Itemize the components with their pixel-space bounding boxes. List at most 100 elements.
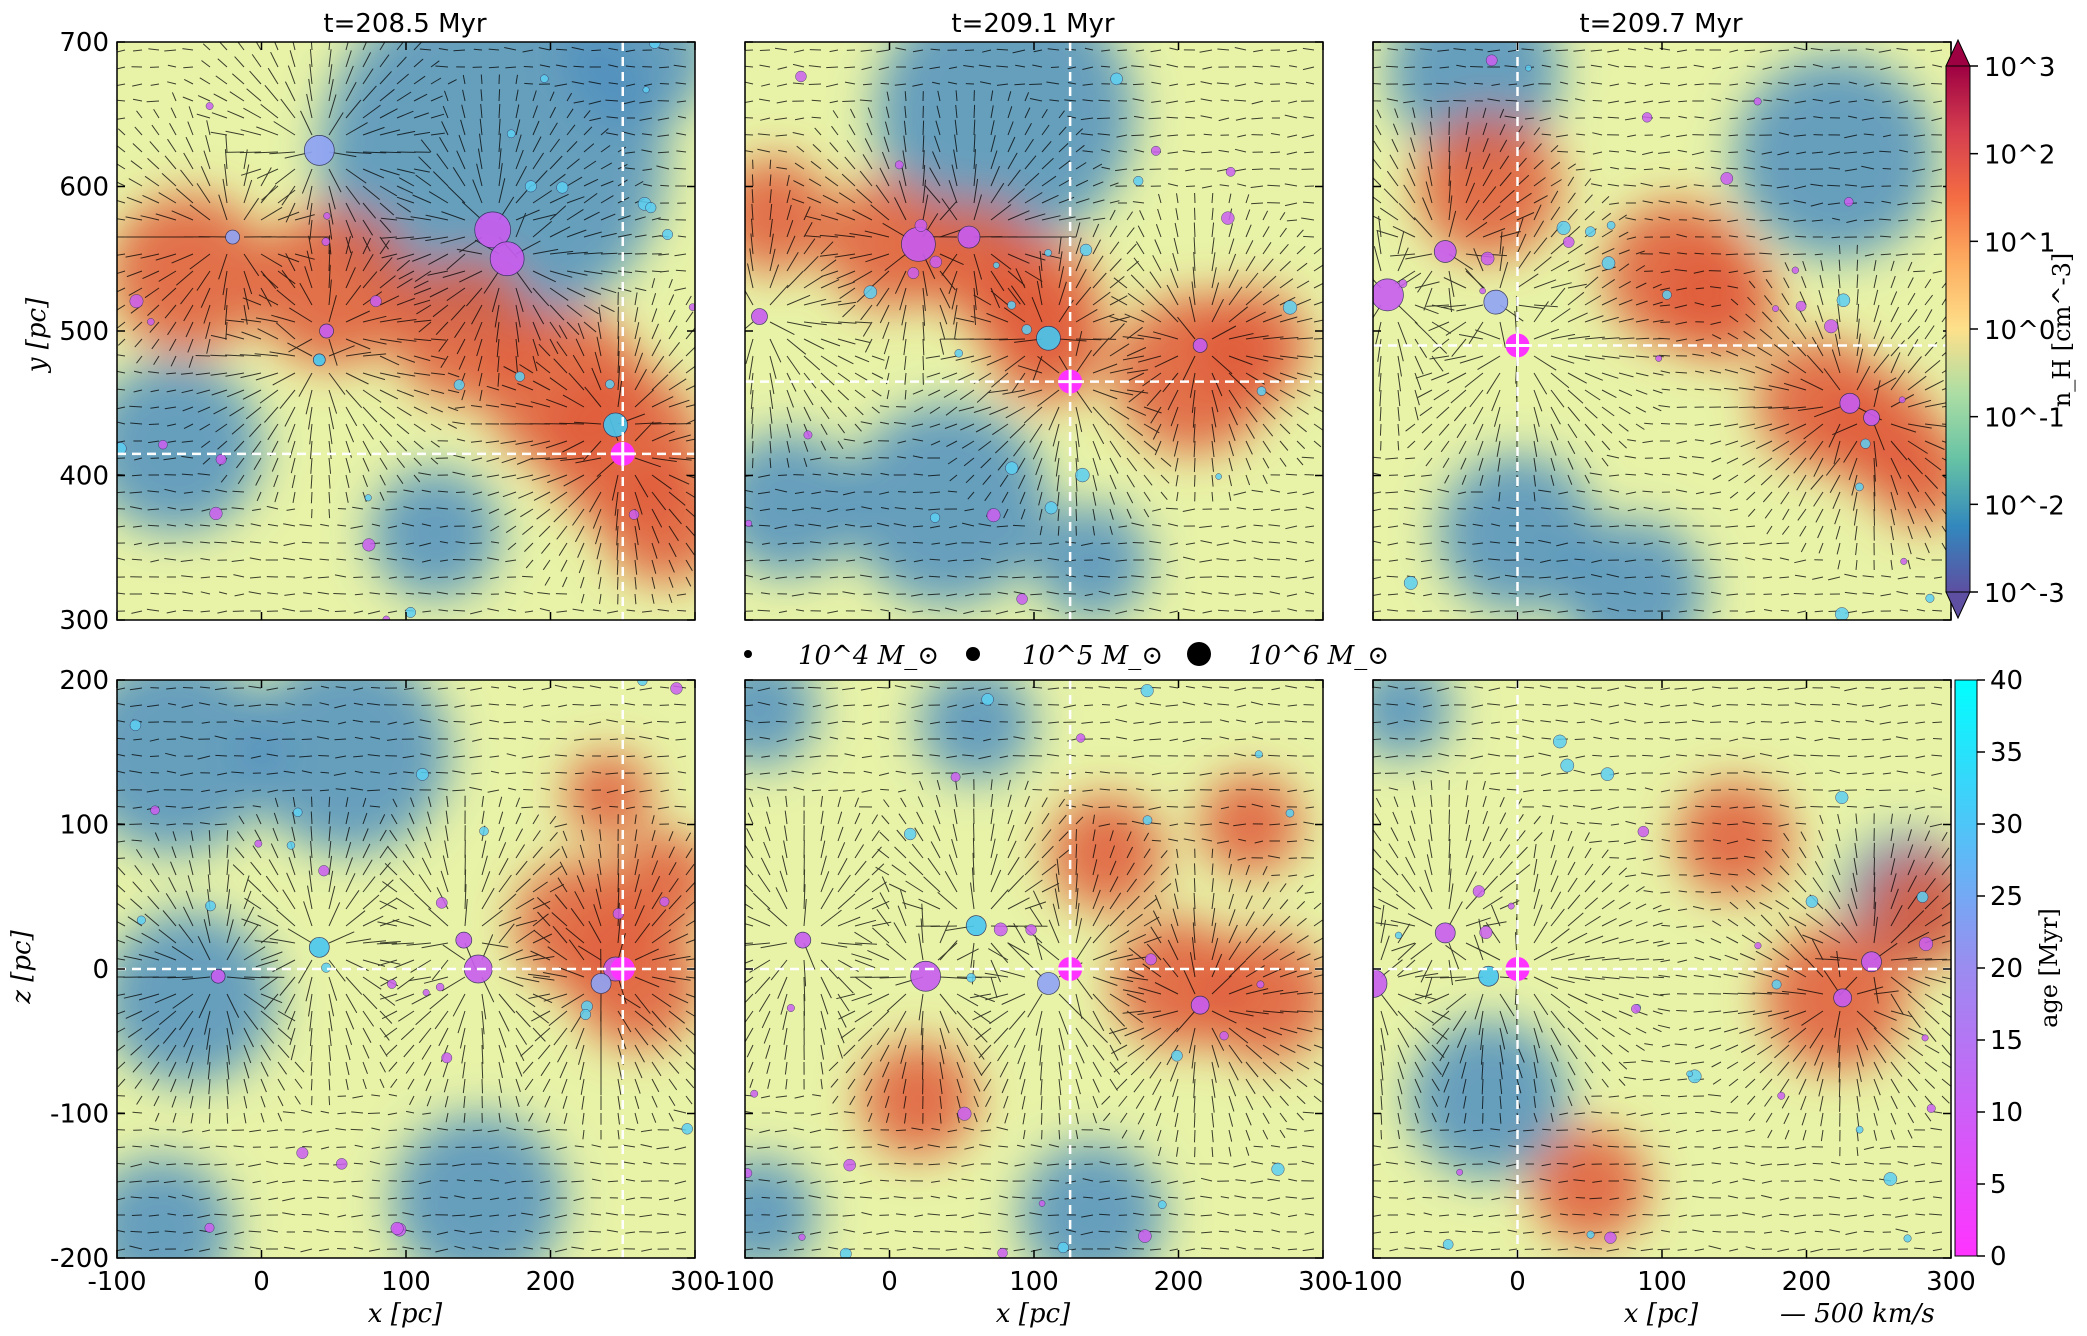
star-particle [670,682,683,695]
star-particle [1772,305,1779,312]
star-particle [863,285,878,299]
star-particle [209,506,223,521]
velocity-scale-label: — 500 km/s [1780,1299,1935,1329]
star-particle [1075,467,1090,483]
star-particle [1836,293,1851,308]
star-particle [1016,593,1028,605]
star-particle [318,865,330,877]
star-particle [540,74,549,83]
y-axis-label-bottom: z [pc] [7,929,37,1004]
star-particle [1720,172,1734,185]
star-particle [506,129,516,139]
star-particle [1835,790,1849,805]
star-particle [649,42,661,49]
age-tick-label: 5 [1990,1170,2007,1200]
star-particle [662,229,673,240]
star-particle [524,180,537,193]
star-particle [364,494,372,502]
high-density-region [564,752,652,839]
star-particle [1144,953,1157,966]
star-particle [950,772,961,782]
star-cluster [308,936,330,958]
panel-1: 300 400 500 600 700 [59,28,696,636]
star-particle [1585,226,1596,238]
panel-3 [1372,41,1952,621]
y-tick-label: -100 [50,1100,109,1130]
star-cluster [965,915,987,937]
star-particle [681,1123,693,1135]
mass-legend-marker-1e4 [744,650,752,658]
star-particle [1586,1230,1595,1239]
density-colorbar: 10^-3 10^-2 10^-1 10^0 10^1 10^2 10^3 n_H [cm^… [1945,38,2076,620]
star-particle [1753,97,1762,106]
y-tick-label: 700 [59,28,109,58]
star-particle [1900,557,1908,565]
high-density-region [601,453,695,584]
star-particle [1560,758,1575,773]
star-particle [129,719,142,732]
star-cluster [1037,972,1060,995]
star-particle [966,973,976,983]
mass-legend-label-1e4: 10^4 M_⊙ [798,641,939,671]
low-density-region [1438,453,1597,613]
star-particle [795,70,807,83]
x-tick-label: -100 [87,1267,146,1297]
star-particle [1604,1231,1617,1244]
star-particle [1007,300,1017,310]
star-particle [688,303,695,311]
low-density-region [369,468,500,599]
star-particle [1219,1031,1229,1041]
x-tick-label: 100 [1637,1267,1687,1297]
star-particle [1133,175,1144,186]
star-particle [147,318,155,326]
star-particle [637,680,648,686]
y-tick-label: 300 [59,606,109,636]
y-tick-label: -200 [50,1244,109,1274]
star-particle [580,1009,592,1020]
star-particle [390,1221,404,1235]
mass-legend-label-1e5: 10^5 M_⊙ [1022,641,1163,671]
velocity-field [1373,685,1951,1253]
star-particle [1215,473,1222,480]
star-particle [1552,734,1567,749]
star-particle [903,827,917,841]
x-axis-label-2: x [pc] [996,1299,1071,1329]
density-tick-label: 10^-3 [1984,579,2065,609]
age-colorbar: 0 5 10 15 20 25 30 35 40 age [Myr] [1954,666,2063,1272]
star-cluster [1434,922,1456,944]
star-particle [1805,895,1819,908]
star-particle [1110,72,1123,86]
star-particle [215,454,227,465]
star-particle [786,1004,795,1012]
density-tick-label: 10^3 [1984,53,2055,83]
density-tick-label: 10^-2 [1984,491,2065,521]
star-particle [843,1158,856,1172]
star-particle [1824,319,1839,334]
star-particle [1403,576,1418,590]
x-tick-label: 0 [1509,1267,1526,1297]
star-particle [986,508,1001,523]
star-particle [387,979,397,989]
star-particle [1044,249,1052,257]
x-axis-label-3: x [pc] [1624,1299,1699,1329]
star-particle [321,237,331,246]
panel-title-2: t=209.1 Myr [951,9,1114,39]
star-particle [1171,1049,1183,1062]
x-tick-label: -100 [715,1267,774,1297]
age-tick-label: 30 [1990,810,2023,840]
density-colorbar-bar [1945,65,1971,593]
star-particle [1641,112,1653,123]
low-density-region [1019,1142,1165,1258]
panel-6: -100 0 100 200 300 [1343,679,1976,1297]
star-particle [286,841,296,850]
star-cluster [901,226,936,262]
low-density-region [918,680,1034,782]
star-particle [628,509,640,520]
star-cluster [1478,965,1499,987]
x-tick-label: 300 [1926,1267,1976,1297]
star-particle [150,805,160,815]
density-tick-label: 10^-1 [1984,404,2065,434]
high-density-region [1200,932,1323,1063]
